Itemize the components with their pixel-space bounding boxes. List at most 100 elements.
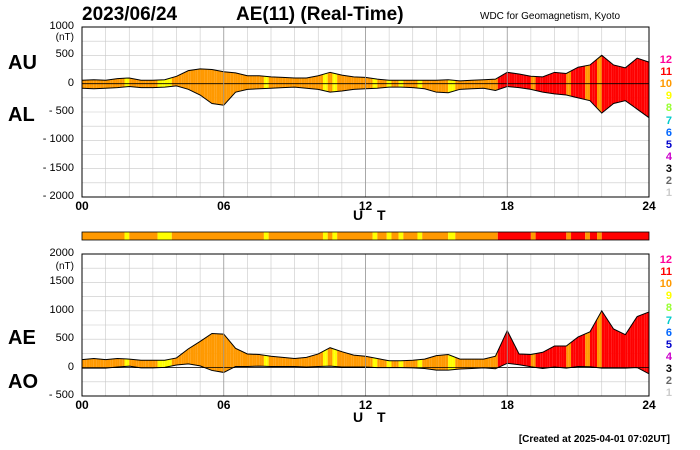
activity-bar-segment	[327, 232, 333, 240]
au-al-area-segment	[365, 77, 368, 89]
au-al-area-segment	[82, 80, 85, 89]
au-al-x-tick-label: 00	[75, 199, 89, 213]
au-al-area-segment	[599, 55, 602, 114]
au-al-area-segment	[542, 75, 546, 93]
ae-ao-area-segment	[646, 311, 649, 374]
au-al-area-segment	[266, 76, 269, 89]
au-al-area-segment	[575, 67, 579, 98]
activity-bar-segment	[455, 232, 498, 240]
ae-ao-area-segment	[408, 360, 411, 368]
ae-ao-area-segment	[348, 353, 352, 368]
activity-bar-segment	[448, 232, 456, 240]
au-al-area-segment	[620, 66, 624, 102]
ae-ao-area-segment	[209, 333, 212, 371]
ae-ao-area-segment	[601, 310, 605, 369]
ae-ao-area-segment	[634, 316, 638, 368]
ae-ao-area-segment	[589, 327, 593, 368]
au-al-area-segment	[613, 64, 616, 104]
au-al-legend-level: 7	[665, 114, 672, 127]
au-al-area-segment	[552, 72, 555, 94]
au-al-area-segment	[644, 60, 647, 116]
ae-ao-area-segment	[455, 357, 458, 370]
au-al-area-segment	[330, 72, 333, 93]
ae-ao-legend-level: 5	[665, 338, 672, 351]
au-al-area-segment	[589, 63, 593, 104]
al-label: AL	[8, 104, 35, 126]
ae-ao-area-segment	[247, 353, 250, 367]
au-al-area-segment	[247, 75, 250, 90]
ae-ao-area-segment	[575, 336, 579, 367]
au-al-x-tick-label: 12	[358, 199, 373, 213]
ae-ao-area-segment	[434, 355, 437, 371]
au-al-area-segment	[124, 78, 127, 87]
ae-ao-area-segment	[183, 350, 186, 365]
ae-ao-area-segment	[620, 332, 624, 369]
ae-ao-area-segment	[396, 360, 399, 368]
au-al-area-segment	[469, 80, 472, 89]
au-al-area-segment	[457, 80, 460, 91]
au-al-area-segment	[363, 77, 366, 89]
au-al-area-segment	[325, 73, 328, 92]
activity-bar-segment	[497, 232, 531, 240]
au-al-legend-level: 8	[665, 102, 672, 115]
ae-ao-area-segment	[221, 333, 224, 373]
au-al-area-segment	[429, 80, 432, 91]
ae-ao-area-segment	[327, 347, 331, 367]
bottom-x-axis-label: U T	[353, 409, 391, 425]
ae-ao-area-segment	[91, 358, 94, 369]
ae-ao-area-segment	[641, 313, 645, 372]
au-al-area-segment	[344, 75, 347, 91]
au-al-x-tick-label: 18	[500, 199, 514, 213]
au-al-area-segment	[176, 75, 179, 87]
au-al-area-segment	[582, 65, 586, 100]
activity-bar-segment	[571, 232, 586, 240]
ae-ao-area-segment	[145, 360, 149, 368]
ae-ao-area-segment	[639, 314, 642, 371]
ae-ao-area-segment	[613, 328, 616, 369]
ae-ao-area-segment	[568, 342, 572, 368]
ae-ao-area-segment	[313, 354, 316, 367]
ae-ao-area-segment	[337, 350, 340, 367]
au-al-area-segment	[573, 68, 576, 98]
ae-ao-area-segment	[115, 358, 118, 368]
au-al-area-segment	[103, 80, 106, 89]
au-al-area-segment	[320, 74, 323, 91]
ae-ao-area-segment	[632, 320, 635, 368]
au-al-area-segment	[306, 77, 309, 89]
ae-ao-area-segment	[542, 351, 546, 369]
au-al-area-segment	[540, 76, 543, 93]
au-al-area-segment	[537, 76, 541, 92]
au-al-y-tick-label: 1000	[49, 20, 74, 32]
au-al-area-segment	[226, 71, 229, 103]
ae-ao-area-segment	[478, 359, 482, 369]
au-al-area-segment	[509, 72, 512, 87]
au-al-area-segment	[86, 79, 90, 89]
ae-ao-area-segment	[448, 354, 451, 371]
au-al-area-segment	[221, 71, 224, 106]
au-al-legend-level: 5	[665, 138, 672, 151]
ae-ao-area-segment	[637, 315, 640, 369]
top-x-axis-label: U T	[353, 207, 391, 223]
ae-ao-area-segment	[367, 356, 371, 368]
au-al-area-segment	[516, 73, 520, 88]
ae-ao-area-segment	[360, 355, 364, 368]
ae-ao-area-segment	[143, 360, 146, 368]
au-al-area-segment	[219, 70, 222, 105]
au-al-area-segment	[322, 73, 326, 92]
ae-ao-area-segment	[204, 336, 208, 369]
ae-ao-y-tick-label: 2000	[49, 247, 74, 259]
ae-ao-area-segment	[526, 354, 529, 367]
activity-bar-segment	[171, 232, 264, 240]
ae-ao-area-segment	[344, 352, 347, 368]
ae-ao-area-segment	[419, 359, 423, 369]
au-al-area-segment	[299, 78, 302, 88]
ae-ao-area-segment	[287, 357, 290, 367]
ae-ao-area-segment	[155, 360, 158, 368]
ae-ao-area-segment	[502, 335, 505, 366]
ae-ao-area-segment	[545, 349, 548, 369]
au-al-area-segment	[367, 77, 371, 89]
au-al-area-segment	[360, 77, 364, 89]
ae-ao-area-segment	[530, 354, 534, 368]
au-al-area-segment	[254, 75, 257, 89]
